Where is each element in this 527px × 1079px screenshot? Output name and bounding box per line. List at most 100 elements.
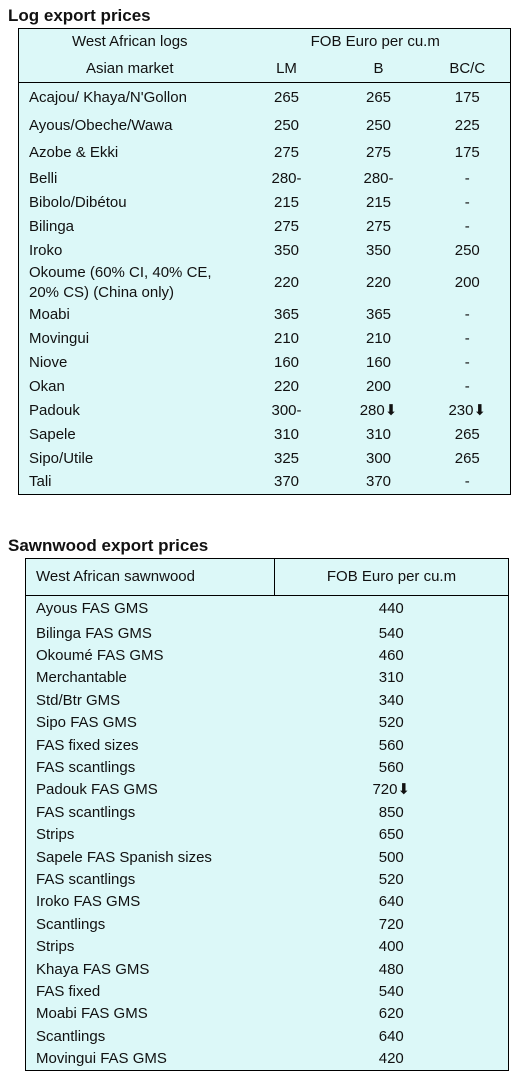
table-row: Strips 400 [26,936,509,958]
value-cell: 325 [273,449,300,467]
value-cell: 275 [273,217,300,235]
table-row: Bilinga 275 275 - [19,215,511,239]
header-cell: West African sawnwood [25,558,275,596]
value-cell: 720 [378,915,404,933]
name-cell: Sapele [29,425,76,443]
header-cell: LM [276,59,297,77]
name-cell: Sapele FAS Spanish sizes [36,848,212,866]
name-cell: Merchantable [36,669,127,687]
value-cell: 370 [365,473,392,491]
value-cell: 265 [454,449,480,467]
value-cell: 365 [365,305,392,323]
name-cell: Std/Btr GMS [36,691,121,709]
table-row: Moabi FAS GMS 620 [26,1003,509,1025]
value-cell: 560 [378,736,404,754]
table-row: FAS scantlings 520 [26,869,509,891]
value-cell: 220 [365,273,392,291]
table-row: Ayous/Obeche/Wawa 250 250 225 [19,113,511,140]
value-cell: 220 [273,273,300,291]
value-cell: 160 [273,353,300,371]
name-cell: Khaya FAS GMS [36,960,150,978]
value-cell: 230⬇ [448,401,487,419]
name-cell: Ayous/Obeche/Wawa [29,117,173,134]
value-cell: 265 [273,88,300,106]
header-cell: Asian market [85,59,174,77]
value-cell: 300- [271,401,302,419]
table-row: Iroko FAS GMS 640 [26,891,509,913]
table-row: Padouk 300- 280⬇ 230⬇ [19,399,511,423]
value-cell: 350 [273,241,300,259]
section-title: Sawnwood export prices [8,536,209,555]
value-cell: 370 [273,473,300,491]
value-cell: 275 [273,144,300,161]
value-cell: 400 [378,938,404,956]
value-cell: 160 [365,353,392,371]
name-cell: FAS scantlings [36,803,136,821]
value-cell: 210 [273,329,300,347]
section-title: Log export prices [8,6,151,25]
value-cell: 280- [271,169,302,187]
table-row: Moabi 365 365 - [19,303,511,327]
table-row: Iroko 350 350 250 [19,239,511,263]
table-row: Sapele 310 310 265 [19,423,511,447]
value-cell: 620 [378,1005,404,1023]
table-row: Okan 220 200 - [19,375,511,399]
value-cell: 720⬇ [372,781,411,799]
table-row: Sipo/Utile 325 300 265 [19,447,511,471]
name-cell: Okan [29,377,65,395]
value-cell: - [464,193,470,211]
value-cell: 175 [454,144,480,161]
value-cell: 650 [378,826,404,844]
value-cell: 210 [365,329,392,347]
table-row: Khaya FAS GMS 480 [26,958,509,980]
name-cell: FAS fixed sizes [36,736,139,754]
table-row: Sipo FAS GMS 520 [26,712,509,734]
log-table: West African logs FOB Euro per cu.m Asian … [18,28,512,495]
value-cell: - [464,377,470,395]
table-row: Acajou/ Khaya/N'Gollon 265 265 175 [19,83,511,113]
value-cell: 640 [378,1027,404,1045]
name-cell: Moabi [29,305,70,323]
value-cell: 310 [378,669,404,687]
value-cell: 500 [378,848,404,866]
value-cell: 250 [273,117,300,134]
value-cell: 200 [365,377,392,395]
name-cell: Sipo/Utile [29,449,94,467]
table-row: Scantlings 720 [26,914,509,936]
name-cell: FAS scantlings [36,870,136,888]
value-cell: 350 [365,241,392,259]
name-cell: Acajou/ Khaya/N'Gollon [29,88,187,106]
table-row: FAS scantlings 560 [26,757,509,779]
table-row: Std/Btr GMS 340 [26,690,509,712]
value-cell: 175 [454,88,480,106]
table-row: Ayous FAS GMS 440 [26,596,509,623]
value-cell: 200 [454,273,480,291]
value-cell: 540 [378,982,404,1000]
name-cell: Bibolo/Dibétou [29,193,127,211]
header-row: Asian market LM B BC/C [18,56,511,83]
table-row: FAS fixed 540 [26,981,509,1003]
value-cell: 640 [378,893,404,911]
value-cell: - [464,353,470,371]
name-cell: Sipo FAS GMS [36,714,137,732]
value-cell: 280- [363,169,394,187]
name-cell: Bilinga [29,217,75,235]
header-row: West African logs FOB Euro per cu.m [19,29,511,56]
value-cell: 440 [378,600,404,618]
name-cell: Scantlings [36,1027,106,1045]
value-cell: - [464,473,470,491]
table-row: Okoumé FAS GMS 460 [26,645,509,667]
name-cell: FAS fixed [36,982,101,1000]
table-row: FAS fixed sizes 560 [26,734,509,756]
value-cell: - [464,169,470,187]
value-cell: 365 [273,305,300,323]
value-cell: 250 [365,117,392,134]
value-cell: 850 [378,803,404,821]
name-cell: Tali [29,473,52,491]
value-cell: 560 [378,759,404,777]
table-row: Bilinga FAS GMS 540 [26,623,509,645]
value-cell: 275 [365,217,392,235]
name-cell: Niove [29,353,68,371]
sawn-table: West African sawnwood FOB Euro per cu.m Ay… [25,558,509,1071]
name-cell: Iroko FAS GMS [36,893,141,911]
